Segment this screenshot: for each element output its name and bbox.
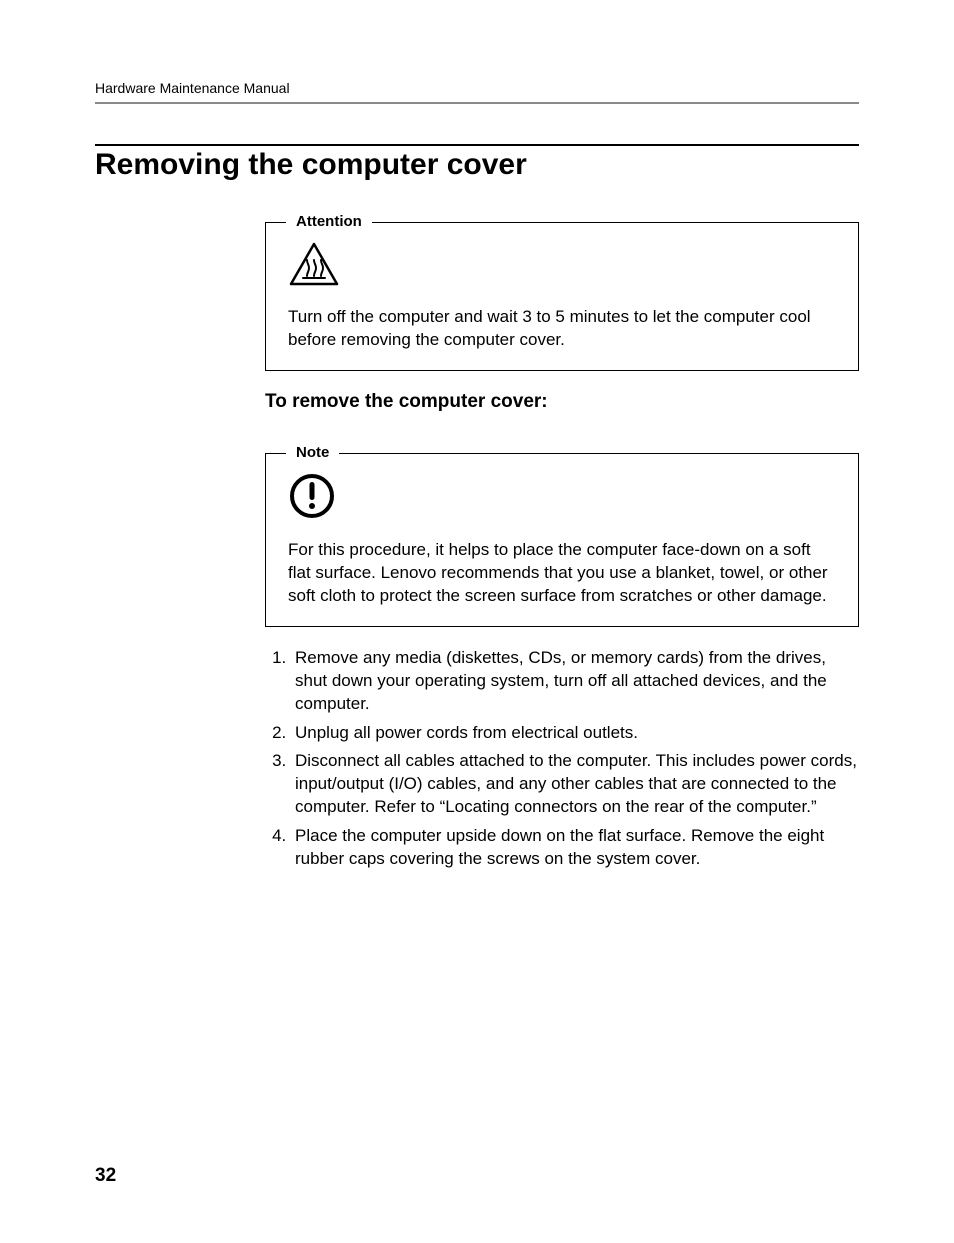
attention-text: Turn off the computer and wait 3 to 5 mi…: [288, 306, 836, 352]
page-number: 32: [95, 1165, 116, 1187]
step-item: Place the computer upside down on the fl…: [291, 825, 859, 871]
section-title: Removing the computer cover: [95, 148, 859, 182]
note-text: For this procedure, it helps to place th…: [288, 539, 836, 608]
hot-surface-warning-icon: [288, 241, 836, 292]
subheading: To remove the computer cover:: [265, 391, 859, 413]
header-rule: [95, 102, 859, 104]
step-item: Disconnect all cables attached to the co…: [291, 750, 859, 819]
attention-legend: Attention: [286, 213, 372, 230]
procedure-steps: Remove any media (diskettes, CDs, or mem…: [265, 647, 859, 871]
section-rule: [95, 144, 859, 146]
exclamation-circle-icon: [288, 472, 836, 525]
note-callout: Note For this procedure, it helps to pla…: [265, 453, 859, 627]
attention-callout: Attention Turn off the computer and wait…: [265, 222, 859, 371]
running-header: Hardware Maintenance Manual: [95, 80, 859, 96]
step-item: Remove any media (diskettes, CDs, or mem…: [291, 647, 859, 716]
step-item: Unplug all power cords from electrical o…: [291, 722, 859, 745]
note-legend: Note: [286, 444, 339, 461]
manual-page: Hardware Maintenance Manual Removing the…: [0, 0, 954, 1243]
